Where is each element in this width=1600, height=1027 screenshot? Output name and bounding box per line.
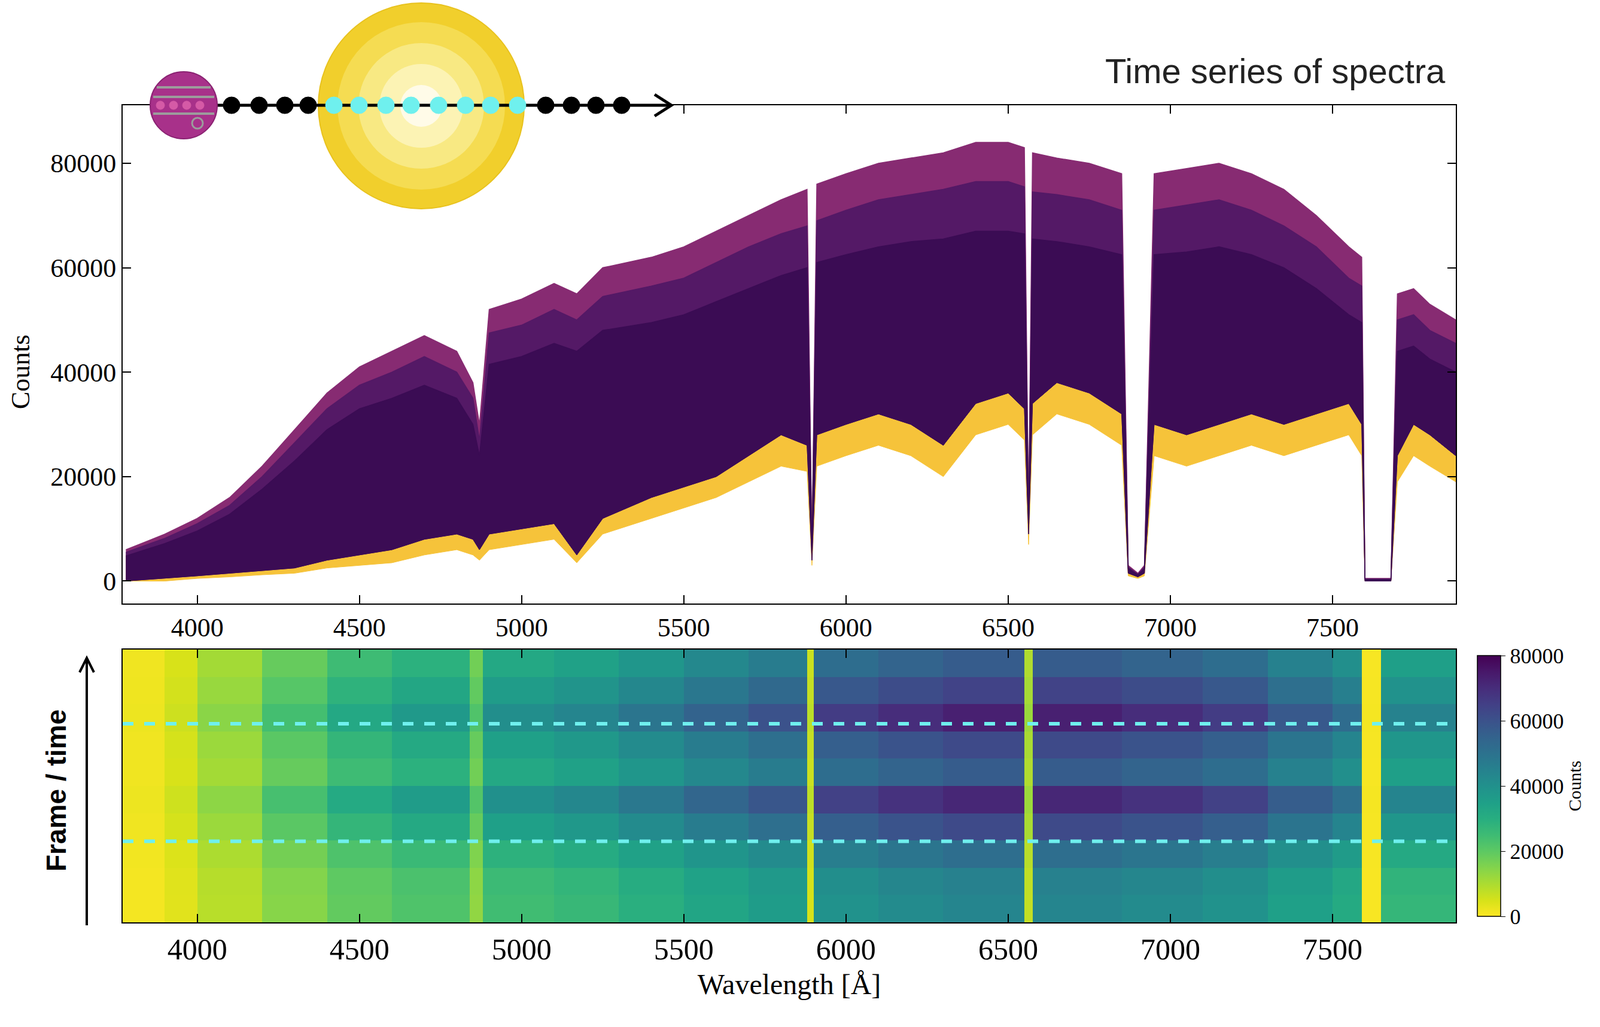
svg-text:5500: 5500	[657, 613, 711, 643]
svg-text:Time series of spectra: Time series of spectra	[1105, 51, 1446, 91]
svg-text:Frame / time: Frame / time	[40, 709, 72, 872]
svg-text:80000: 80000	[50, 148, 117, 179]
svg-text:6000: 6000	[819, 613, 873, 643]
svg-text:4500: 4500	[333, 613, 386, 643]
svg-text:6500: 6500	[981, 613, 1035, 643]
svg-text:5500: 5500	[654, 932, 714, 967]
svg-text:Counts: Counts	[1564, 760, 1585, 812]
svg-text:7500: 7500	[1306, 613, 1359, 643]
svg-text:0: 0	[102, 567, 117, 597]
svg-text:5000: 5000	[495, 613, 549, 643]
svg-text:7000: 7000	[1140, 932, 1201, 967]
svg-text:Wavelength [Å]: Wavelength [Å]	[697, 968, 882, 1001]
svg-text:7000: 7000	[1144, 613, 1197, 643]
svg-text:Counts: Counts	[5, 334, 36, 410]
svg-text:4000: 4000	[167, 932, 228, 967]
svg-text:20000: 20000	[50, 462, 117, 492]
svg-text:6000: 6000	[816, 932, 876, 967]
svg-text:7500: 7500	[1302, 932, 1363, 967]
svg-text:80000: 80000	[1509, 644, 1564, 669]
svg-text:40000: 40000	[50, 358, 117, 388]
svg-text:60000: 60000	[1509, 709, 1564, 734]
svg-text:4000: 4000	[171, 613, 224, 643]
svg-text:0: 0	[1509, 905, 1521, 930]
svg-text:6500: 6500	[978, 932, 1039, 967]
svg-text:5000: 5000	[491, 932, 552, 967]
svg-text:40000: 40000	[1509, 774, 1564, 799]
svg-text:20000: 20000	[1509, 840, 1564, 865]
svg-text:4500: 4500	[329, 932, 390, 967]
svg-text:60000: 60000	[50, 253, 117, 284]
